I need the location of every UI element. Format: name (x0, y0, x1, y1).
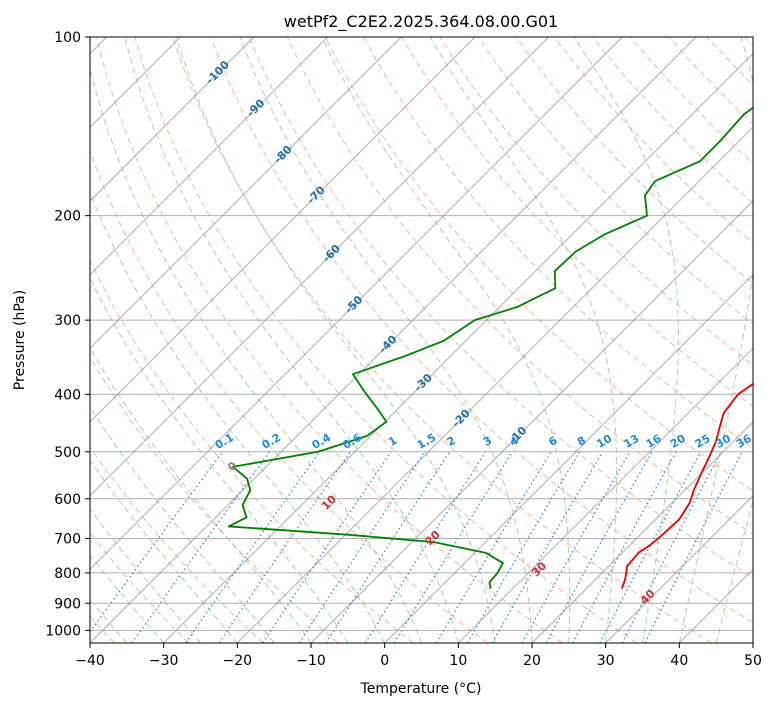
isotherm-line (90, 37, 550, 497)
moist-adiabat-line (239, 37, 533, 643)
dry-adiabat-line (286, 37, 753, 535)
plot-frame (89, 36, 754, 644)
y-tick-label: 500 (54, 445, 81, 461)
y-tick-label: 1000 (45, 623, 81, 639)
dry-adiabat-line (172, 37, 713, 643)
dry-adiabat-line (515, 37, 753, 285)
data-layer (227, 106, 753, 589)
y-tick-label: 700 (54, 532, 81, 548)
mixing-ratio-line (599, 451, 702, 643)
moist-adiabat-line (90, 67, 422, 643)
grid-layer (90, 37, 753, 643)
mixing-ratio-line (466, 451, 581, 643)
dry-adiabat-line (477, 37, 753, 325)
x-tick-label: −10 (296, 653, 326, 669)
mixing-ratio-line (572, 451, 677, 643)
x-axis: −40 −30 −20 −10 0 10 20 30 40 50 (75, 643, 762, 669)
x-tick-label: 10 (449, 653, 467, 669)
y-tick-label: 200 (54, 209, 81, 225)
dry-adiabat-line (324, 37, 753, 492)
plot-background (90, 37, 753, 643)
y-tick-label: 600 (54, 492, 81, 508)
isotherm-line (605, 494, 753, 643)
moist-adiabat-line (90, 459, 238, 643)
moist-adiabat-line (90, 554, 165, 643)
y-tick-label: 800 (54, 566, 81, 582)
moist-adiabat-line (124, 37, 459, 643)
mixing-ratio-line (218, 451, 351, 643)
x-axis-title: Temperature (°C) (360, 681, 482, 697)
dry-adiabat-line (134, 37, 638, 643)
isotherm-line (531, 421, 753, 643)
x-tick-label: 0 (380, 653, 389, 669)
x-tick-label: −40 (75, 653, 105, 669)
isotherm-line (384, 273, 753, 643)
mixing-ratio-line (325, 451, 451, 643)
mixing-ratio-line (185, 451, 321, 643)
moist-adiabat-line (321, 37, 571, 643)
y-axis: 100 200 300 400 500 600 700 800 900 1000 (45, 30, 90, 639)
x-tick-label: 30 (597, 653, 615, 669)
dry-adiabat-line (210, 37, 753, 624)
x-tick-label: 50 (744, 653, 762, 669)
moist-adiabat-line (90, 406, 275, 643)
isotherm-line (90, 37, 476, 423)
dry-adiabat-line (90, 446, 264, 643)
isotherm-line (90, 37, 329, 276)
moist-adiabat-line (715, 499, 753, 643)
mixing-ratio-line (393, 451, 513, 643)
y-axis-title: Pressure (hPa) (12, 290, 28, 390)
isotherm-line (310, 200, 753, 643)
chart-title: wetPf2_C2E2.2025.364.08.00.G01 (284, 12, 558, 32)
isotherm-line (90, 37, 623, 571)
dry-adiabat-line (90, 259, 414, 643)
dry-adiabat-line (248, 37, 753, 579)
moist-adiabat-line (573, 37, 679, 643)
y-tick-label: 900 (54, 596, 81, 612)
moist-adiabat-line (90, 508, 201, 643)
moist-adiabat-line (678, 37, 753, 643)
isotherm-line (236, 126, 753, 643)
dewpoint-line (227, 106, 753, 589)
isotherm-line (90, 37, 697, 643)
moist-adiabat-line (90, 190, 386, 643)
y-tick-label: 300 (54, 313, 81, 329)
mixing-ratio-line (262, 451, 392, 643)
moist-adiabat-line (90, 598, 128, 643)
isotherm-line (457, 347, 753, 643)
mixing-ratio-line (298, 451, 426, 643)
isotherm-line (90, 37, 255, 202)
y-tick-label: 400 (54, 387, 81, 403)
x-tick-label: 20 (523, 653, 541, 669)
isotherm-line (90, 37, 402, 350)
mixing-ratio-line (435, 451, 552, 643)
mixing-ratio-line (364, 451, 487, 643)
x-tick-label: −30 (149, 653, 179, 669)
dry-adiabat-line (96, 37, 563, 643)
moist-adiabat-line (429, 37, 618, 643)
isotherm-line (163, 52, 753, 643)
temperature-line (620, 382, 753, 589)
moist-adiabat-line (175, 37, 496, 643)
moist-adiabat-line (90, 277, 349, 643)
y-tick-label: 100 (54, 30, 81, 46)
x-tick-label: 40 (670, 653, 688, 669)
isotherm-line (752, 642, 753, 643)
x-tick-label: −20 (223, 653, 253, 669)
